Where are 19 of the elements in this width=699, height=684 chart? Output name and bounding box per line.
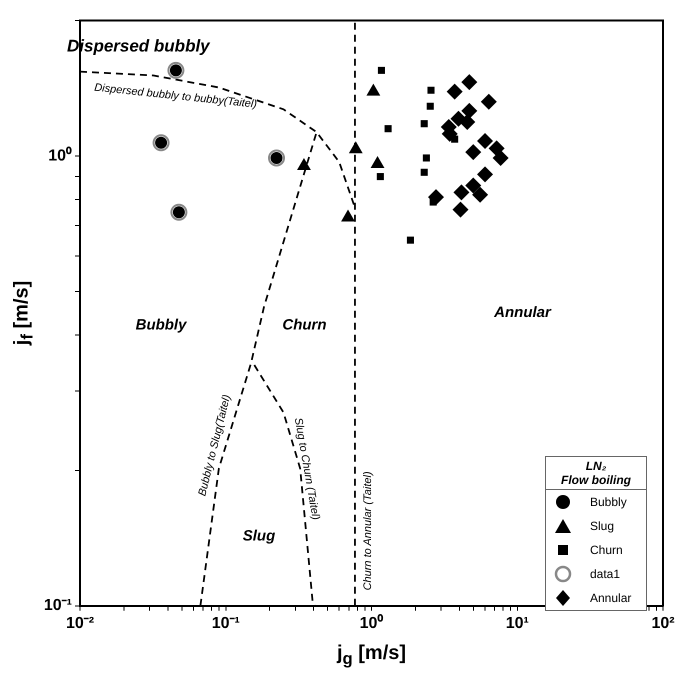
legend-label: Bubbly (590, 494, 627, 509)
legend-label: Churn (590, 542, 623, 557)
x-tick-label: 10⁻¹ (212, 614, 240, 632)
annotation: Slug (242, 527, 276, 544)
annotation: Bubbly (136, 316, 188, 334)
x-tick-label: 10² (651, 614, 675, 632)
annotation: Churn (282, 316, 327, 334)
legend-title: LN₂ Flow boiling (546, 456, 646, 490)
annotation: Churn to Annular (Taitel) (362, 471, 374, 590)
annotation: Annular (493, 304, 552, 321)
annotation: Dispersed bubbly to bubby(Taitel) (94, 82, 258, 111)
x-tick-label: 10¹ (506, 614, 529, 632)
x-tick-label: 10⁰ (360, 614, 384, 632)
legend-label: Annular (590, 590, 632, 605)
legend-label: Slug (590, 518, 614, 533)
x-axis-title: j$_{g}$ [m/s] (336, 642, 406, 669)
legend-label: data1 (590, 566, 620, 581)
annotation: Slug to Churn (Taitel) (292, 416, 322, 522)
x-tick-label: 10⁻² (66, 614, 94, 632)
